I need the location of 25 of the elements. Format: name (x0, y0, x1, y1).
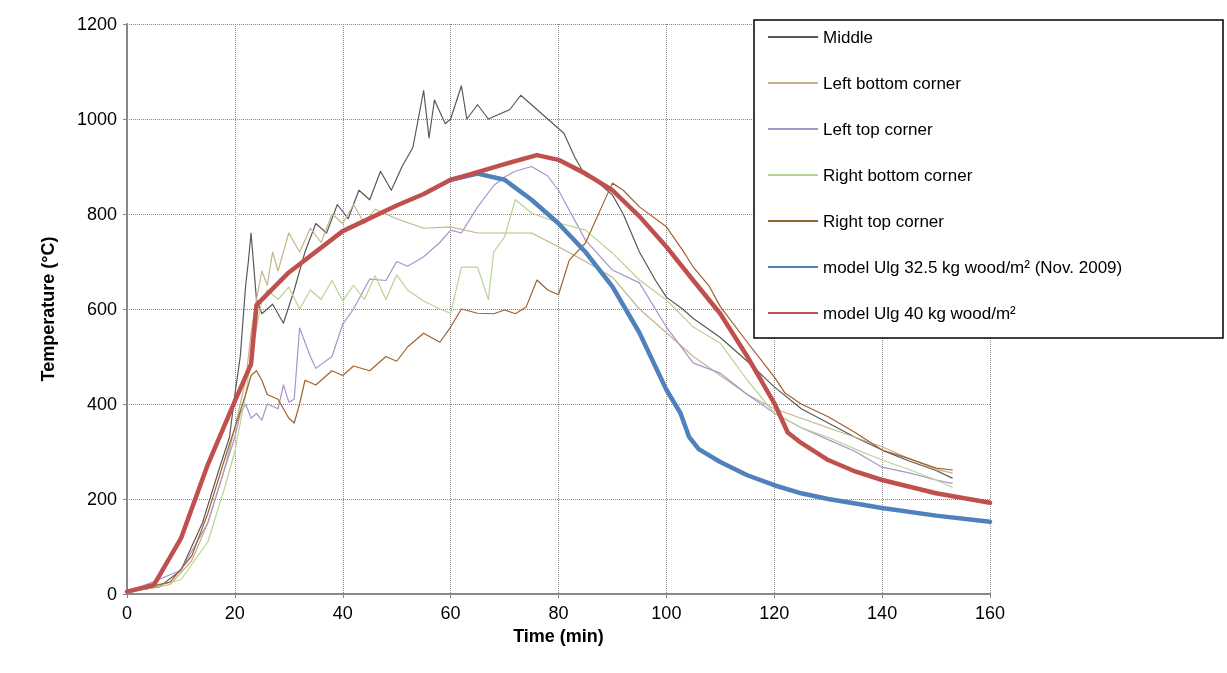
legend-label: Left top corner (823, 119, 933, 139)
x-tick-label: 60 (440, 603, 461, 623)
legend-label: Right top corner (823, 211, 945, 231)
y-tick-label: 400 (86, 394, 117, 414)
y-tick-label: 600 (86, 299, 117, 319)
y-tick-label: 800 (86, 204, 117, 224)
x-tick-label: 20 (224, 603, 245, 623)
y-tick-label: 200 (86, 489, 117, 509)
x-tick-label: 140 (867, 603, 898, 623)
x-tick-label: 160 (974, 603, 1006, 623)
y-tick-label: 1200 (76, 14, 117, 34)
x-tick-label: 0 (121, 603, 133, 623)
legend-label: Middle (823, 27, 874, 47)
y-axis-title: Temperature (°C) (38, 236, 58, 382)
x-tick-label: 100 (651, 603, 682, 623)
y-tick-label: 0 (106, 584, 117, 604)
y-tick-label: 1000 (76, 109, 117, 129)
legend-label: Right bottom corner (823, 165, 973, 185)
x-tick-label: 40 (332, 603, 353, 623)
legend-label: model Ulg 40 kg wood/m² (823, 303, 1017, 323)
x-axis-title: Time (min) (513, 625, 604, 646)
x-tick-label: 120 (759, 603, 790, 623)
legend-label: model Ulg 32.5 kg wood/m² (Nov. 2009) (823, 257, 1123, 277)
legend-label: Left bottom corner (823, 73, 962, 93)
x-tick-label: 80 (548, 603, 569, 623)
